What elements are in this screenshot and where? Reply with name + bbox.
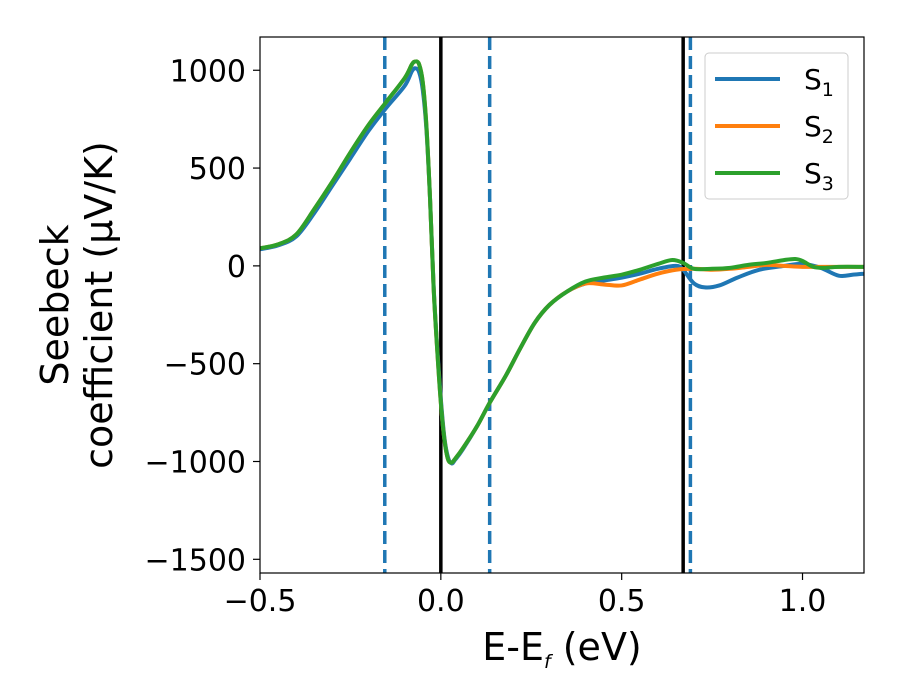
legend: S1 S2 S3	[704, 52, 849, 200]
legend-label: S2	[804, 110, 834, 148]
x-tick-label: 1.0	[779, 584, 827, 619]
x-axis: −0.5 0.0 0.5 1.0	[224, 573, 827, 619]
legend-label: S1	[804, 63, 834, 101]
series-layer	[260, 59, 864, 466]
series-line-s3	[260, 59, 864, 465]
y-tick-label: −1500	[145, 543, 246, 578]
x-tick-label: 0.5	[598, 584, 646, 619]
x-tick-label: 0.0	[417, 584, 465, 619]
y-tick-label: 500	[189, 152, 246, 187]
y-axis-title: Seebeck coefficient (μV/K)	[33, 141, 121, 469]
y-axis: 1000 500 0 −500 −1000 −1500	[145, 54, 260, 578]
y-axis-title-line1: Seebeck	[33, 224, 77, 385]
reference-lines	[383, 37, 693, 573]
x-axis-title: E-Ef (eV)	[482, 625, 642, 673]
y-tick-label: −1000	[145, 445, 246, 480]
y-axis-title-line2: coefficient (μV/K)	[77, 141, 121, 469]
y-tick-label: 0	[227, 250, 246, 285]
plot-frame	[259, 36, 865, 574]
y-tick-label: 1000	[170, 54, 246, 89]
y-tick-label: −500	[164, 348, 246, 383]
x-tick-label: −0.5	[224, 584, 297, 619]
legend-label: S3	[804, 157, 834, 195]
